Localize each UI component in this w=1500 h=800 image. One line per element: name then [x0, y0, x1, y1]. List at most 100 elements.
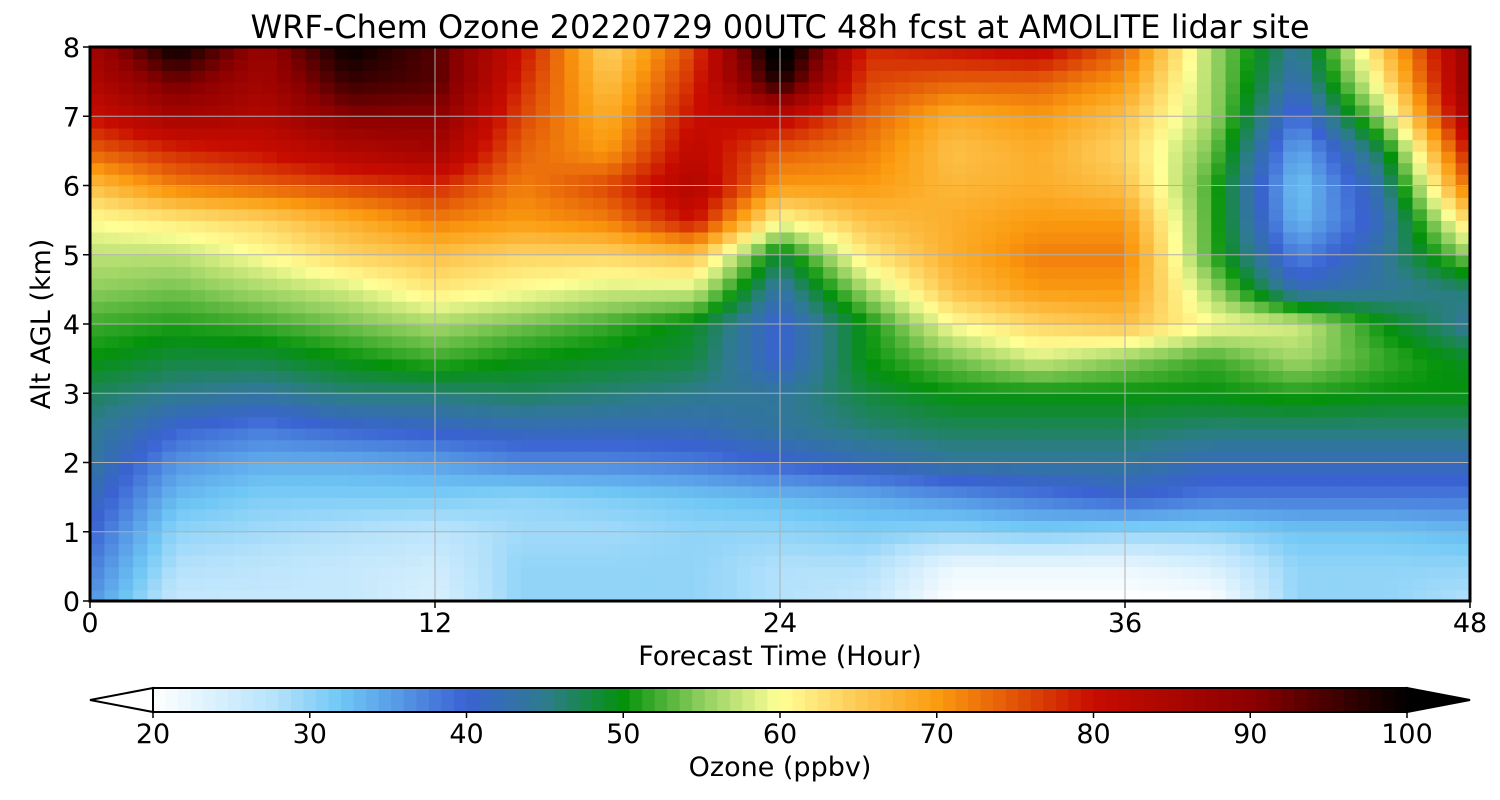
colorbar-swatch	[980, 688, 994, 712]
heatmap-cell	[463, 185, 479, 198]
heatmap-cell	[736, 520, 753, 533]
heatmap-cell	[966, 485, 983, 498]
heatmap-cell	[176, 58, 192, 71]
heatmap-cell	[190, 358, 206, 371]
heatmap-cell	[262, 104, 278, 118]
heatmap-cell	[161, 370, 178, 383]
heatmap-cell	[1426, 289, 1443, 302]
colorbar-swatch	[278, 688, 292, 712]
heatmap-cell	[1125, 127, 1141, 141]
heatmap-cell	[607, 139, 623, 152]
heatmap-cell	[1211, 381, 1227, 395]
heatmap-cell	[377, 335, 393, 348]
heatmap-cell	[305, 485, 321, 498]
heatmap-cell	[1038, 81, 1054, 94]
heatmap-cell	[1225, 381, 1241, 395]
heatmap-cell	[463, 450, 479, 464]
heatmap-cell	[133, 427, 149, 441]
heatmap-cell	[593, 554, 609, 568]
heatmap-cell	[923, 127, 939, 141]
heatmap-cell	[895, 208, 911, 221]
heatmap-cell	[1182, 508, 1198, 522]
heatmap-cell	[1153, 162, 1169, 175]
heatmap-cell	[808, 70, 824, 83]
heatmap-cell	[794, 220, 810, 233]
heatmap-cell	[320, 93, 336, 106]
heatmap-cell	[492, 289, 508, 302]
heatmap-cell	[377, 520, 393, 533]
heatmap-cell	[736, 554, 753, 568]
heatmap-cell	[1038, 254, 1054, 268]
heatmap-cell	[506, 47, 523, 60]
heatmap-cell	[1096, 335, 1112, 348]
heatmap-cell	[1211, 393, 1227, 406]
heatmap-cell	[1096, 185, 1112, 198]
heatmap-cell	[161, 416, 178, 429]
heatmap-cell	[780, 150, 796, 164]
heatmap-cell	[1326, 474, 1342, 487]
heatmap-cell	[1139, 127, 1155, 141]
heatmap-cell	[1383, 485, 1399, 498]
heatmap-cell	[995, 58, 1011, 71]
heatmap-cell	[1081, 450, 1098, 464]
heatmap-cell	[147, 416, 163, 429]
heatmap-cell	[334, 450, 350, 464]
heatmap-cell	[909, 589, 925, 602]
heatmap-cell	[1326, 127, 1342, 141]
heatmap-cell	[981, 335, 997, 348]
heatmap-cell	[1024, 58, 1040, 71]
heatmap-cell	[1412, 300, 1428, 314]
heatmap-cell	[262, 220, 278, 233]
heatmap-cell	[952, 474, 968, 487]
heatmap-cell	[1326, 150, 1342, 164]
heatmap-cell	[1225, 197, 1241, 210]
heatmap-cell	[952, 543, 968, 556]
heatmap-cell	[435, 139, 451, 152]
heatmap-cell	[823, 324, 839, 337]
heatmap-cell	[1211, 277, 1227, 291]
heatmap-cell	[521, 324, 537, 337]
heatmap-cell	[866, 497, 882, 510]
heatmap-cell	[794, 485, 810, 498]
heatmap-cell	[1441, 254, 1457, 268]
heatmap-cell	[736, 266, 753, 279]
heatmap-cell	[205, 450, 221, 464]
heatmap-cell	[621, 497, 638, 510]
heatmap-cell	[578, 393, 594, 406]
heatmap-cell	[1240, 127, 1256, 141]
heatmap-cell	[521, 127, 537, 141]
heatmap-cell	[1067, 358, 1083, 371]
heatmap-cell	[765, 197, 781, 210]
heatmap-cell	[1383, 566, 1399, 579]
heatmap-cell	[1240, 208, 1256, 221]
heatmap-cell	[736, 416, 753, 429]
heatmap-cell	[808, 324, 824, 337]
heatmap-cell	[521, 554, 537, 568]
heatmap-cell	[751, 70, 767, 83]
colorbar-swatches	[153, 688, 1408, 712]
heatmap-cell	[90, 577, 106, 591]
heatmap-cell	[938, 520, 954, 533]
heatmap-cell	[233, 566, 249, 579]
heatmap-cell	[391, 162, 408, 175]
heatmap-cell	[1038, 277, 1054, 291]
heatmap-cell	[190, 531, 206, 545]
heatmap-cell	[276, 370, 293, 383]
heatmap-cell	[406, 485, 422, 498]
heatmap-cell	[1240, 381, 1256, 395]
heatmap-cell	[320, 427, 336, 441]
heatmap-cell	[262, 462, 278, 475]
heatmap-cell	[1311, 554, 1328, 568]
heatmap-cell	[909, 450, 925, 464]
heatmap-cell	[578, 520, 594, 533]
heatmap-cell	[1096, 497, 1112, 510]
heatmap-cell	[593, 324, 609, 337]
heatmap-cell	[995, 254, 1011, 268]
heatmap-cell	[966, 427, 983, 441]
heatmap-cell	[90, 427, 106, 441]
heatmap-cell	[219, 162, 235, 175]
heatmap-cell	[1311, 254, 1328, 268]
heatmap-cell	[147, 462, 163, 475]
heatmap-cell	[1283, 127, 1299, 141]
heatmap-cell	[478, 416, 494, 429]
